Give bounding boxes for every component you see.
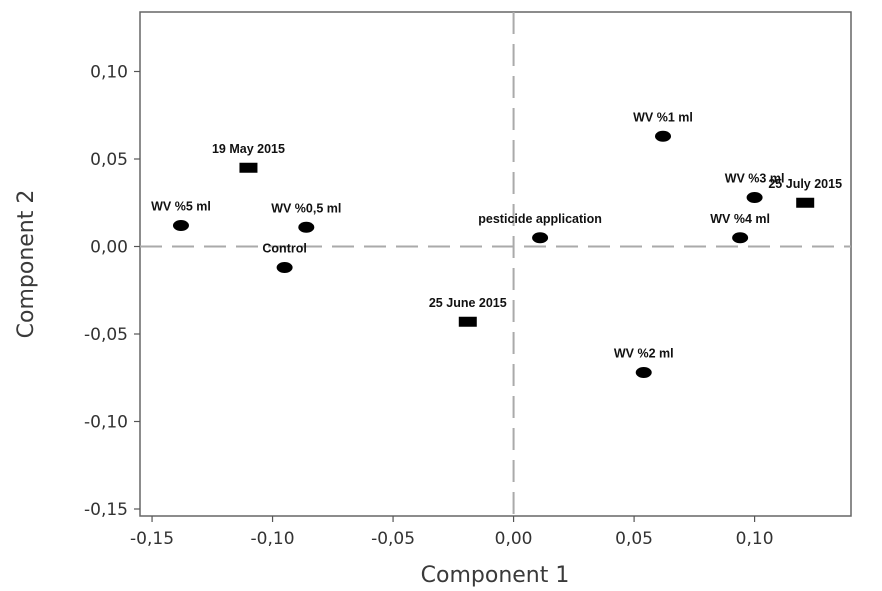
reference-lines [140,12,851,516]
data-point-label: WV %1 ml [633,110,693,124]
data-point-circle [746,192,763,203]
data-point-square [458,316,477,327]
data-point-label: WV %0,5 ml [271,201,341,215]
data-point-circle [655,130,672,142]
data-point-label: WV %5 ml [151,200,211,214]
plot-frame [139,11,852,517]
data-point-square [239,162,258,173]
x-tick-label: 0,05 [615,529,653,549]
x-tick-label: 0,00 [495,529,533,549]
data-point-square [796,197,815,208]
data-points: 19 May 2015 WV %5 ml WV %0,5 ml Control 25 J… [151,110,842,378]
data-point-label: Control [262,242,306,256]
data-point-circle [532,232,549,244]
x-tick-label: -0,15 [130,529,174,549]
data-point-label: WV %3 ml [725,172,785,186]
x-tick-label: -0,05 [371,529,415,549]
y-tick-label: -0,15 [84,500,128,520]
data-point-circle [732,232,749,244]
axis-ticks: -0,15 -0,10 -0,05 0,00 0,05 0,10 0,10 0,05 0,00 -… [84,63,774,550]
y-tick-label: -0,10 [84,413,128,433]
data-point-label: pesticide application [478,212,602,226]
x-tick-label: -0,10 [251,529,295,549]
data-point-label: 25 July 2015 [768,177,842,191]
data-point-circle [635,367,652,378]
data-point-circle [298,221,315,233]
x-tick-label: 0,10 [736,529,774,549]
data-point-circle [172,220,189,231]
y-tick-label: 0,00 [90,238,128,258]
y-axis-title: Component 2 [14,190,39,339]
data-point-label: 19 May 2015 [212,142,285,156]
data-point-label: WV %4 ml [710,212,770,226]
y-tick-label: -0,05 [84,325,128,345]
data-point-label: WV %2 ml [614,347,674,361]
y-tick-label: 0,05 [90,150,128,170]
data-point-label: 25 June 2015 [429,296,507,310]
x-axis-title: Component 1 [421,563,570,588]
data-point-circle [276,262,293,273]
y-tick-label: 0,10 [90,63,128,83]
